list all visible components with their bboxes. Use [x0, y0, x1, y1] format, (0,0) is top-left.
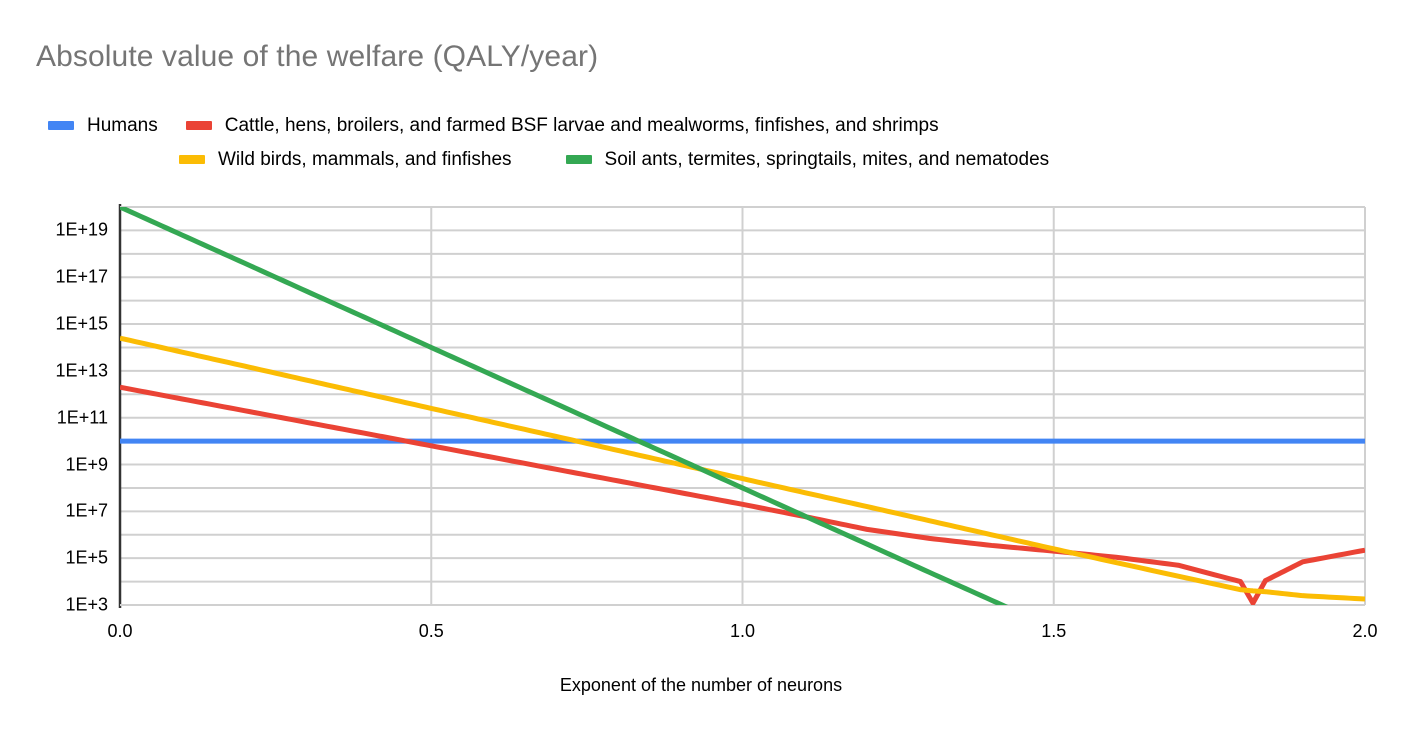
legend-swatch-icon [565, 154, 592, 164]
x-axis-tick-label: 1.5 [1041, 621, 1067, 641]
x-axis-tick-label: 0.5 [418, 621, 444, 641]
x-axis-tick-label: 2.0 [1352, 621, 1378, 641]
y-axis-tick-label: 1E+17 [55, 266, 108, 287]
legend-item-label: Soil ants, termites, springtails, mites,… [604, 148, 1050, 170]
y-axis-tick-label: 1E+3 [65, 594, 108, 615]
legend-swatch-icon [48, 120, 74, 130]
legend-row: Humans Cattle, hens, broilers, and farme… [0, 108, 1402, 142]
legend-swatch-icon [185, 120, 212, 130]
vertical-gridlines [430, 207, 1366, 605]
legend-row: Wild birds, mammals, and finfishes Soil … [0, 142, 1402, 176]
legend-item-soil-animals[interactable]: Soil ants, termites, springtails, mites,… [565, 148, 1050, 170]
y-axis-tick-label: 1E+15 [55, 313, 108, 334]
y-axis-tick-label: 1E+19 [55, 219, 108, 240]
legend-item-label: Humans [87, 114, 158, 136]
chart-title: Absolute value of the welfare (QALY/year… [36, 40, 599, 73]
x-axis-title: Exponent of the number of neurons [559, 675, 843, 695]
axis-lines [118, 204, 1366, 608]
y-axis-tick-label: 1E+5 [65, 547, 108, 568]
legend-item-label: Wild birds, mammals, and finfishes [218, 148, 512, 170]
legend-item-wild-animals[interactable]: Wild birds, mammals, and finfishes [179, 150, 512, 169]
y-axis-tick-label: 1E+13 [55, 360, 108, 381]
legend-item-label: Cattle, hens, broilers, and farmed BSF l… [224, 114, 939, 136]
y-axis-tick-label: 1E+9 [65, 454, 108, 475]
legend-swatch-icon [179, 154, 205, 164]
legend-item-humans[interactable]: Humans [48, 116, 158, 135]
x-axis-tick-label: 1.0 [729, 621, 756, 641]
x-axis-tick-label: 0.0 [107, 621, 133, 641]
chart-legend: Humans Cattle, hens, broilers, and farme… [0, 108, 1402, 176]
y-axis-tick-label: 1E+7 [65, 500, 108, 521]
legend-item-farmed-animals[interactable]: Cattle, hens, broilers, and farmed BSF l… [185, 114, 939, 136]
y-axis-tick-label: 1E+11 [56, 407, 108, 428]
data-series-group [120, 207, 1365, 605]
